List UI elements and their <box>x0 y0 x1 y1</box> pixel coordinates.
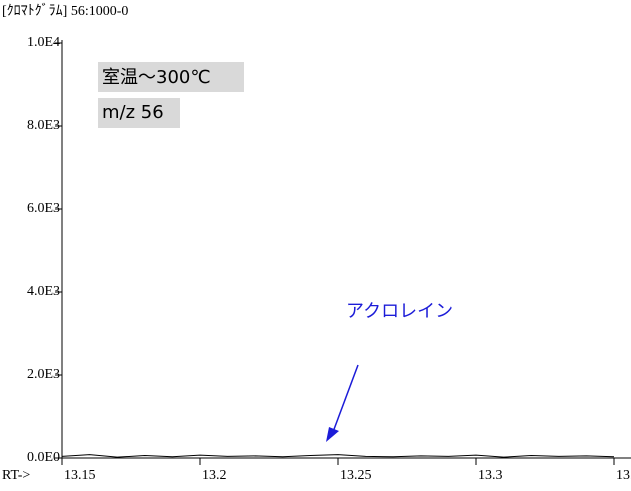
annotation: 室温～300℃ <box>102 67 211 88</box>
y-tick-label: 1.0E4 <box>27 35 60 50</box>
y-tick-label: 6.0E3 <box>27 201 60 216</box>
x-tick-label: 13.15 <box>64 468 96 483</box>
arrow-head <box>326 427 339 442</box>
annotation: アクロレイン <box>346 301 453 322</box>
annotation-box <box>98 98 180 128</box>
x-tick-label: 13.2 <box>202 468 227 483</box>
annotation: m/z 56 <box>102 102 164 123</box>
x-tick-label: 13.35 <box>616 468 631 483</box>
data-line <box>61 454 615 458</box>
y-tick-label: 4.0E3 <box>27 284 60 299</box>
y-tick-label: 2.0E3 <box>27 367 60 382</box>
x-tick-label: 13.3 <box>478 468 503 483</box>
x-label: RT-> <box>2 468 30 483</box>
y-tick-label: 0.0E0 <box>27 450 60 465</box>
y-tick-label: 8.0E3 <box>27 118 60 133</box>
annotation-box <box>98 62 244 92</box>
x-tick-label: 13.25 <box>340 468 372 483</box>
chart-title: [ｸﾛﾏﾄｸﾞﾗﾑ] 56:1000-0 <box>2 3 128 19</box>
arrow <box>332 364 359 433</box>
